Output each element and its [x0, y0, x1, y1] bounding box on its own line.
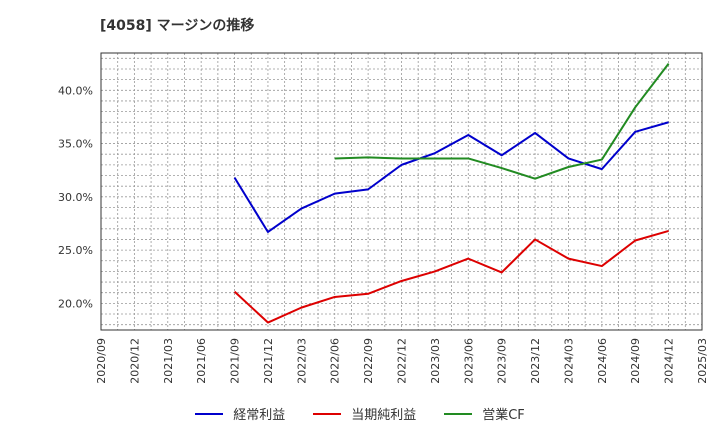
x-tick-label: 2021/03: [162, 338, 175, 384]
x-tick-label: 2021/06: [195, 338, 208, 384]
plot-area: [101, 53, 702, 330]
x-tick-label: 2020/09: [95, 338, 108, 384]
x-tick-label: 2024/03: [562, 338, 575, 384]
legend-item-2: 営業CF: [444, 404, 525, 423]
legend-item-1: 当期純利益: [313, 404, 416, 423]
series-lines: [233, 63, 670, 324]
x-tick-label: 2023/06: [462, 338, 475, 384]
legend-swatch-1: [313, 412, 342, 415]
x-tick-label: 2023/03: [429, 338, 442, 384]
series-line-2: [334, 63, 670, 180]
series-line-1: [233, 229, 669, 324]
chart-title: [4058] マージンの推移: [100, 18, 255, 34]
legend-swatch-0: [195, 412, 224, 415]
series-line-0: [233, 121, 669, 233]
legend: 経常利益 当期純利益 営業CF: [0, 404, 720, 423]
y-tick-label: 35.0%: [58, 138, 93, 151]
x-axis-ticks: 2020/09 2020/12 2021/03 2021/06 2021/09 2021/…: [95, 338, 709, 384]
x-tick-label: 2022/03: [295, 338, 308, 384]
x-tick-label: 2023/12: [529, 338, 542, 384]
y-tick-label: 25.0%: [58, 244, 93, 257]
legend-label-2: 営業CF: [482, 408, 525, 423]
x-tick-label: 2023/09: [496, 338, 509, 384]
legend-item-0: 経常利益: [195, 404, 285, 423]
y-tick-label: 40.0%: [58, 84, 93, 97]
x-tick-label: 2021/09: [229, 338, 242, 384]
grid: [100, 53, 703, 330]
legend-label-1: 当期純利益: [351, 408, 417, 423]
x-tick-label: 2024/06: [596, 338, 609, 384]
y-axis-ticks: 20.0% 25.0% 30.0% 35.0% 40.0%: [58, 84, 93, 310]
x-tick-label: 2024/12: [663, 338, 676, 384]
y-tick-label: 20.0%: [58, 297, 93, 310]
x-tick-label: 2025/03: [696, 338, 709, 384]
x-tick-label: 2020/12: [128, 338, 141, 384]
x-tick-label: 2022/06: [329, 338, 342, 384]
legend-label-0: 経常利益: [233, 408, 286, 423]
legend-swatch-2: [444, 412, 473, 415]
x-tick-label: 2024/09: [629, 338, 642, 384]
plot-border: [100, 52, 703, 331]
x-tick-label: 2021/12: [262, 338, 275, 384]
x-tick-label: 2022/12: [396, 338, 409, 384]
x-tick-label: 2022/09: [362, 338, 375, 384]
y-tick-label: 30.0%: [58, 191, 93, 204]
